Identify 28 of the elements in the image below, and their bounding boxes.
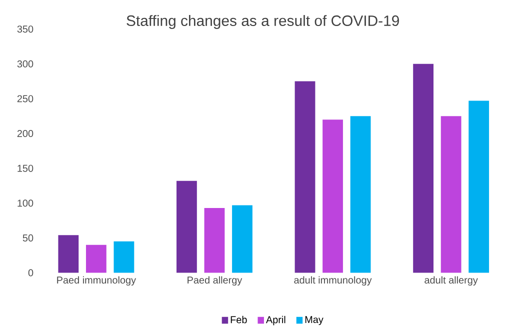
- y-tick-label: 300: [17, 60, 34, 68]
- bar: [440, 116, 462, 273]
- y-tick-label: 200: [17, 130, 34, 137]
- y-tick-label: 150: [18, 164, 34, 172]
- legend-label: May: [305, 316, 324, 325]
- x-tick-label: Paed immunology: [57, 276, 136, 286]
- bar: [114, 241, 134, 273]
- y-tick-label: 250: [17, 95, 34, 102]
- y-tick-label: 350: [17, 25, 34, 32]
- bar: [294, 81, 316, 273]
- bar: [350, 116, 371, 273]
- chart-title: Staffing changes as a result of COVID-19: [126, 14, 399, 29]
- bar: [176, 180, 197, 273]
- y-tick-label: 50: [22, 234, 34, 242]
- bar: [232, 205, 252, 273]
- legend-label: Feb: [230, 316, 247, 324]
- legend-label: April: [266, 316, 286, 326]
- bar: [468, 100, 490, 273]
- bar: [58, 235, 79, 273]
- x-tick-label: adult allergy: [424, 276, 478, 286]
- bar: [86, 244, 106, 273]
- bar: [413, 64, 434, 273]
- bar: [322, 119, 343, 273]
- bar: [204, 208, 225, 273]
- x-tick-label: Paed allergy: [188, 276, 242, 286]
- y-tick-label: 0: [28, 269, 34, 276]
- y-tick-label: 100: [18, 199, 34, 207]
- x-tick-label: adult immunology: [294, 276, 372, 286]
